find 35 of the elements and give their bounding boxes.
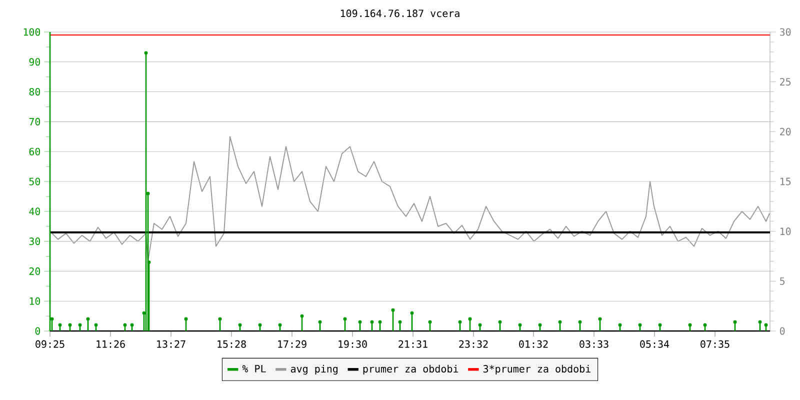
y2-tick-label: 15 [780, 178, 791, 186]
legend-label: avg ping [290, 364, 338, 375]
chart-title: 109.164.76.187 vcera [340, 10, 460, 18]
x-tick-label: 17:29 [278, 340, 306, 348]
x-tick-label: 07:35 [700, 340, 730, 348]
y-tick-label: 100 [24, 28, 40, 36]
y-tick-label: 0 [35, 327, 40, 335]
legend-label: 3*prumer za obdobi [483, 364, 590, 375]
x-tick-label: 01:32 [519, 340, 548, 348]
y2-tick-label: 10 [780, 228, 791, 236]
y2-tick-label: 25 [780, 78, 791, 86]
y-tick-label: 10 [30, 297, 40, 305]
y-tick-label: 30 [29, 238, 40, 246]
x-tick-label: 03:33 [580, 340, 608, 348]
x-tick-label: 23:32 [459, 340, 488, 348]
y2-tick-label: 5 [780, 277, 785, 285]
y2-tick-label: 20 [780, 128, 791, 136]
x-tick-label: 19:30 [338, 340, 367, 348]
legend-label: prumer za obdobi [363, 364, 458, 375]
legend-label: % PL [242, 365, 266, 372]
y-tick-label: 90 [29, 58, 40, 66]
y-tick-label: 20 [29, 267, 40, 275]
y2-tick-label: 30 [780, 28, 791, 36]
x-tick-label: 13:27 [157, 340, 186, 348]
x-tick-label: 11:26 [96, 340, 125, 348]
y-tick-label: 40 [29, 208, 40, 216]
x-tick-label: 15:28 [218, 340, 246, 348]
x-tick-label: 09:25 [36, 340, 64, 348]
y-tick-label: 60 [29, 148, 40, 156]
y2-tick-label: 0 [780, 327, 785, 335]
y-tick-label: 70 [29, 118, 40, 126]
y-tick-label: 80 [29, 88, 40, 96]
y-tick-label: 50 [29, 178, 40, 186]
x-tick-label: 05:34 [640, 340, 670, 348]
x-tick-label: 21:31 [398, 340, 428, 348]
